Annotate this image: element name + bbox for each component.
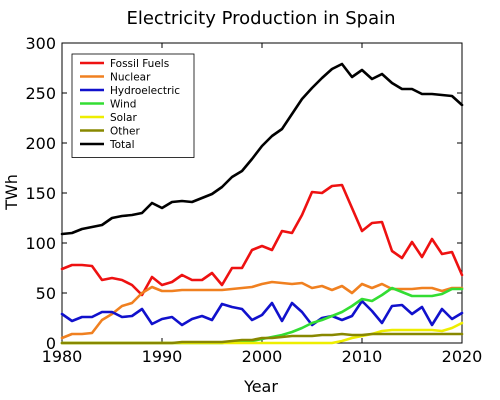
x-tick-label: 2020 [442,347,483,366]
y-tick-label: 150 [25,184,56,203]
series-line-total [60,62,464,236]
x-tick-label: 2010 [342,347,383,366]
x-axis-ticks: 1980 1990 2000 2010 2020 [42,43,483,366]
x-axis-label: Year [243,377,278,396]
series-line-other [60,332,464,345]
y-tick-label: 100 [25,234,56,253]
series-line-fossil-fuels [60,183,464,297]
legend-label-wind: Wind [110,99,136,111]
x-tick-label: 1980 [42,347,83,366]
legend-label-other: Other [110,126,140,138]
legend-box [71,53,195,158]
y-tick-label: 250 [25,84,56,103]
legend-label-fossil-fuels: Fossil Fuels [110,58,169,70]
x-tick-label: 2000 [242,347,283,366]
y-tick-label: 50 [36,284,56,303]
y-tick-label: 300 [25,34,56,53]
x-tick-label: 1990 [142,347,183,366]
series-line-hydroelectric [60,299,464,327]
series-lines [60,62,464,345]
legend-label-nuclear: Nuclear [110,72,151,84]
legend-label-solar: Solar [110,112,137,124]
legend-label-total: Total [109,139,135,151]
legend-label-hydroelectric: Hydroelectric [110,85,180,97]
y-tick-label: 0 [46,334,56,353]
y-axis-ticks: 0 50 100 150 200 250 300 [25,34,462,353]
y-axis-label: TWh [2,174,21,211]
chart-title: Electricity Production in Spain [126,8,395,29]
y-tick-label: 200 [25,134,56,153]
